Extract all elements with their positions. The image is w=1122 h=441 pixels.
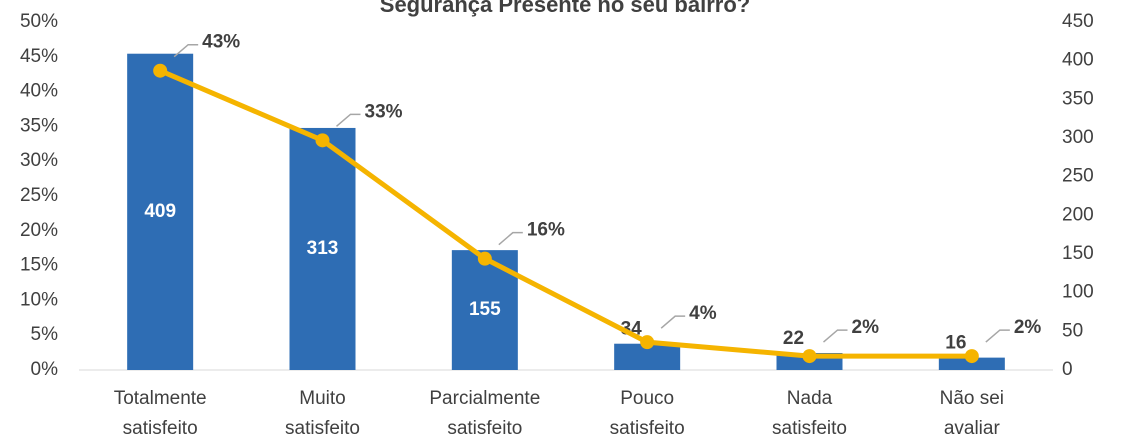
- x-tick-label: Parcialmente: [429, 388, 540, 409]
- line-value-label: 4%: [689, 303, 717, 324]
- x-tick-label: Totalmente: [114, 388, 207, 409]
- y2-tick-label: 400: [1062, 50, 1094, 71]
- line-value-label: 2%: [1014, 317, 1042, 338]
- bar: [289, 127, 356, 371]
- line-value-label: 43%: [202, 32, 240, 53]
- leader-line: [660, 315, 686, 329]
- leader-line: [498, 231, 523, 246]
- y-tick-label: 25%: [20, 185, 58, 206]
- line-point: [640, 335, 655, 350]
- y-tick-label: 35%: [20, 115, 58, 136]
- y2-tick-label: 100: [1062, 282, 1094, 303]
- y2-tick-label: 450: [1062, 11, 1094, 32]
- x-tick-label: satisfeito: [285, 418, 360, 439]
- leader-line: [823, 329, 848, 343]
- y2-tick-label: 50: [1062, 320, 1083, 341]
- y-tick-label: 5%: [31, 324, 59, 345]
- line-value-label: 33%: [365, 101, 403, 122]
- line-point: [964, 349, 979, 364]
- line-point: [477, 251, 492, 266]
- bar-value-label: 16: [945, 333, 966, 354]
- chart-title: Segurança Presente no seu bairro?: [380, 0, 750, 17]
- line-value-label: 16%: [527, 220, 565, 241]
- x-tick-label: Muito: [299, 388, 345, 409]
- leader-line: [173, 43, 199, 58]
- y-tick-label: 20%: [20, 220, 58, 241]
- y-tick-label: 50%: [20, 11, 58, 32]
- x-tick-label: satisfeito: [772, 418, 847, 439]
- y-tick-label: 30%: [20, 150, 58, 171]
- leader-line: [985, 329, 1010, 343]
- y2-tick-label: 0: [1062, 359, 1073, 380]
- bar-value-label: 155: [469, 299, 501, 320]
- bar: [127, 53, 194, 370]
- y2-tick-label: 300: [1062, 127, 1094, 148]
- line-point: [153, 63, 168, 78]
- bar-value-label: 409: [144, 201, 176, 222]
- bar-value-label: 313: [307, 238, 339, 259]
- y-tick-label: 45%: [20, 46, 58, 67]
- y2-tick-label: 150: [1062, 243, 1094, 264]
- y-tick-label: 15%: [20, 255, 58, 276]
- x-tick-label: Pouco: [620, 388, 674, 409]
- y-tick-label: 40%: [20, 81, 58, 102]
- line: [159, 68, 972, 359]
- x-tick-label: avaliar: [944, 418, 1001, 439]
- x-tick-label: Nada: [787, 388, 833, 409]
- leader-line: [336, 113, 361, 127]
- y2-tick-label: 250: [1062, 166, 1094, 187]
- y-tick-label: 0%: [31, 359, 59, 380]
- bar: [938, 357, 1005, 370]
- line-point: [315, 133, 330, 148]
- x-tick-label: satisfeito: [123, 418, 198, 439]
- line-value-label: 2%: [852, 317, 880, 338]
- y2-tick-label: 200: [1062, 204, 1094, 225]
- y2-tick-label: 350: [1062, 88, 1094, 109]
- y-tick-label: 10%: [20, 289, 58, 310]
- x-tick-label: Não sei: [940, 388, 1004, 409]
- x-tick-label: satisfeito: [610, 418, 685, 439]
- x-tick-label: satisfeito: [447, 418, 522, 439]
- line-point: [802, 349, 817, 364]
- bar-value-label: 22: [783, 328, 804, 349]
